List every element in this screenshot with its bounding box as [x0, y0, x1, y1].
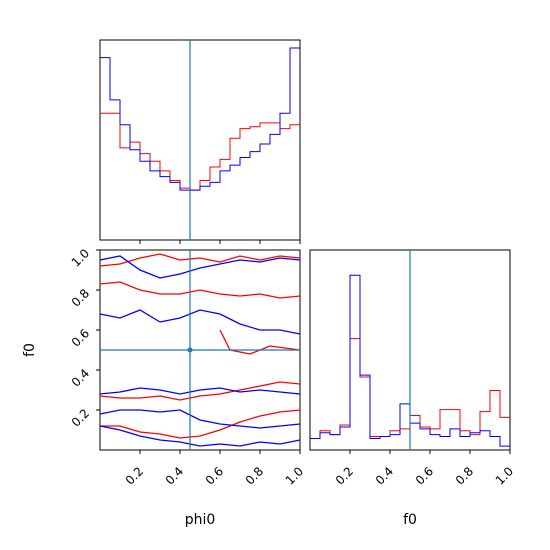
y-tick-label: 0.2	[69, 406, 92, 429]
contour-series-1-level-3	[99, 409, 301, 429]
x-tick-label: 0.4	[163, 464, 186, 487]
x-tick-label: 1.0	[493, 464, 516, 487]
histogram-series-1	[100, 47, 300, 191]
f0-marginal-panel: 0.2 0.4 0.6 0.8 1.0 f0	[309, 249, 516, 528]
x-tick-label: 0.8	[243, 464, 266, 487]
x-tick-label: 0.6	[203, 464, 226, 487]
contour-series-1-level-1	[99, 309, 301, 335]
contour-series-0-level-3	[100, 409, 301, 439]
phi0-marginal-panel	[99, 39, 301, 244]
contour-series-0-level-1	[99, 281, 301, 299]
y-axis-label-f0: f0	[22, 343, 38, 357]
joint-x-ticks: 0.2 0.4 0.6 0.8 1.0	[123, 450, 306, 488]
contour-series-1-level-0	[99, 255, 301, 279]
x-axis-label-phi0: phi0	[185, 512, 216, 528]
y-tick-label: 0.4	[69, 366, 92, 389]
x-tick-label: 0.2	[333, 464, 356, 487]
x-axis-label-f0: f0	[403, 512, 417, 528]
contour-series-1-level-4	[99, 425, 301, 447]
joint-y-ticks: 0.2 0.4 0.6 0.8 1.0	[69, 246, 100, 430]
x-tick-label: 0.2	[123, 464, 146, 487]
phi0-marginal-frame	[99, 39, 301, 241]
y-tick-label: 0.8	[69, 286, 92, 309]
joint-truth-lines	[100, 250, 300, 450]
x-tick-label: 0.6	[413, 464, 436, 487]
y-tick-label: 0.6	[69, 326, 92, 349]
histogram-series-0	[100, 112, 300, 191]
contour-series-0-level-0	[99, 253, 301, 267]
contour-series-1-level-2	[99, 387, 301, 395]
x-tick-label: 1.0	[283, 464, 306, 487]
x-tick-label: 0.8	[453, 464, 476, 487]
joint-contours	[99, 253, 301, 447]
f0-marginal-x-ticks: 0.2 0.4 0.6 0.8 1.0	[333, 450, 516, 488]
phi0-marginal-histograms	[100, 47, 300, 191]
truth-point	[187, 347, 193, 353]
contour-series-0-level-4	[219, 329, 301, 355]
y-tick-label: 1.0	[69, 246, 92, 269]
x-tick-label: 0.4	[373, 464, 396, 487]
joint-panel: 0.2 0.4 0.6 0.8 1.0 0.2 0.4 0.6 0.8 1.0 phi0 f0	[22, 246, 306, 528]
phi0-marginal-ticks	[139, 240, 301, 244]
contour-series-0-level-2	[99, 381, 301, 401]
